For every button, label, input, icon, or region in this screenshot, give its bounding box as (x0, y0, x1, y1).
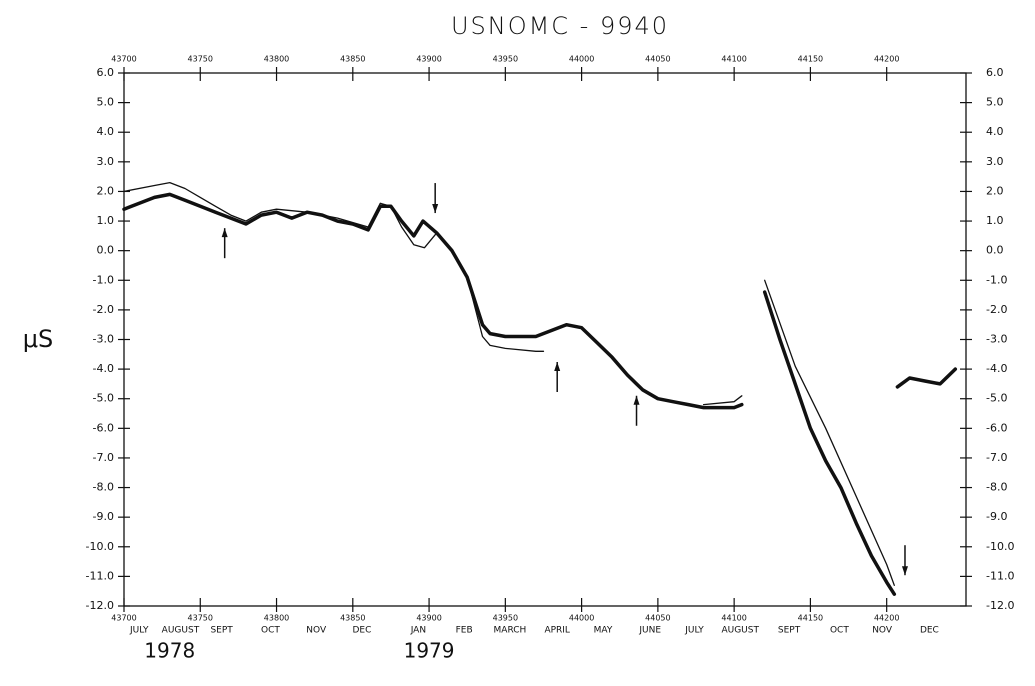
x-tick-label-top: 43750 (188, 55, 213, 64)
month-label: NOV (872, 626, 893, 636)
month-label: MAY (594, 626, 613, 636)
month-label: AUGUST (162, 626, 200, 636)
month-label: OCT (830, 626, 849, 636)
y-tick-label: -4.0 (93, 362, 114, 375)
month-label: SEPT (778, 626, 801, 636)
y-tick-label: 6.0 (97, 66, 115, 79)
x-tick-label-top: 44050 (645, 55, 670, 64)
y-tick-label: -10.0 (86, 540, 114, 553)
chart-title: USNOMC - 9940 (451, 12, 669, 40)
arrow-head (901, 566, 908, 576)
y-tick-label-right: -1.0 (986, 273, 1007, 286)
y-tick-label: -7.0 (93, 451, 114, 464)
month-label: OCT (261, 626, 280, 636)
x-tick-label-top: 44200 (874, 55, 899, 64)
y-tick-label-right: -9.0 (986, 510, 1007, 523)
y-tick-label-right: 2.0 (986, 184, 1004, 197)
y-tick-label-right: 4.0 (986, 125, 1004, 138)
x-tick-label: 43950 (493, 614, 518, 623)
y-tick-label-right: -4.0 (986, 362, 1007, 375)
arrow-head (554, 362, 561, 372)
y-tick-label: -5.0 (93, 392, 114, 405)
x-tick-label: 44050 (645, 614, 670, 623)
y-tick-label-right: 1.0 (986, 214, 1004, 227)
y-tick-label: 0.0 (97, 244, 115, 257)
x-tick-label: 44100 (721, 614, 746, 623)
x-tick-label-top: 43700 (111, 55, 136, 64)
x-tick-label-top: 43850 (340, 55, 365, 64)
y-tick-label: -1.0 (93, 273, 114, 286)
y-tick-label-right: 5.0 (986, 96, 1004, 109)
x-tick-label: 43900 (416, 614, 441, 623)
y-tick-label: 2.0 (97, 184, 115, 197)
x-tick-label-top: 44000 (569, 55, 594, 64)
y-tick-label-right: -5.0 (986, 392, 1007, 405)
y-tick-label: -9.0 (93, 510, 114, 523)
month-label: NOV (306, 626, 327, 636)
x-tick-label: 44200 (874, 614, 899, 623)
year-label: 1979 (404, 639, 455, 663)
x-tick-label-top: 43950 (493, 55, 518, 64)
x-tick-label: 44150 (798, 614, 823, 623)
month-label: DEC (353, 626, 372, 636)
y-tick-label: -11.0 (86, 569, 114, 582)
y-tick-label-right: -12.0 (986, 599, 1014, 612)
series-line (123, 181, 895, 586)
y-tick-label-right: -10.0 (986, 540, 1014, 553)
month-label: DEC (920, 626, 939, 636)
month-label: JAN (410, 626, 426, 636)
arrow-head (432, 204, 439, 214)
plot-frame (123, 72, 967, 607)
x-tick-label-top: 44150 (798, 55, 823, 64)
month-label: MARCH (494, 626, 527, 636)
y-axis-label: μS (23, 325, 54, 353)
y-tick-label: -8.0 (93, 481, 114, 494)
arrow-head (221, 228, 228, 238)
month-label: FEB (456, 626, 473, 636)
month-label: JULY (129, 626, 149, 636)
x-tick-label: 43700 (111, 614, 136, 623)
y-tick-label-right: -3.0 (986, 333, 1007, 346)
series-line (122, 192, 958, 596)
y-tick-label: 3.0 (97, 155, 115, 168)
y-tick-label-right: -11.0 (986, 569, 1014, 582)
y-tick-label: -6.0 (93, 421, 114, 434)
x-tick-label-top: 43800 (264, 55, 289, 64)
y-tick-label-right: 3.0 (986, 155, 1004, 168)
y-tick-label-right: -7.0 (986, 451, 1007, 464)
y-tick-label-right: 0.0 (986, 244, 1004, 257)
y-tick-label-right: 6.0 (986, 66, 1004, 79)
month-label: JUNE (638, 626, 661, 636)
month-label: AUGUST (721, 626, 759, 636)
month-label: SEPT (210, 626, 233, 636)
y-tick-label: -3.0 (93, 333, 114, 346)
year-label: 1978 (144, 639, 195, 663)
x-tick-label-top: 43900 (416, 55, 441, 64)
arrow-head (633, 395, 640, 405)
x-tick-label: 43750 (188, 614, 213, 623)
y-tick-label: 5.0 (97, 96, 115, 109)
y-tick-label: -2.0 (93, 303, 114, 316)
y-tick-label: 1.0 (97, 214, 115, 227)
y-tick-label: -12.0 (86, 599, 114, 612)
month-label: JULY (684, 626, 704, 636)
x-tick-label: 43800 (264, 614, 289, 623)
y-tick-label-right: -6.0 (986, 421, 1007, 434)
month-label: APRIL (544, 626, 570, 636)
x-tick-label-top: 44100 (721, 55, 746, 64)
x-tick-label: 43850 (340, 614, 365, 623)
y-tick-label-right: -8.0 (986, 481, 1007, 494)
x-tick-label: 44000 (569, 614, 594, 623)
y-tick-label: 4.0 (97, 125, 115, 138)
y-tick-label-right: -2.0 (986, 303, 1007, 316)
